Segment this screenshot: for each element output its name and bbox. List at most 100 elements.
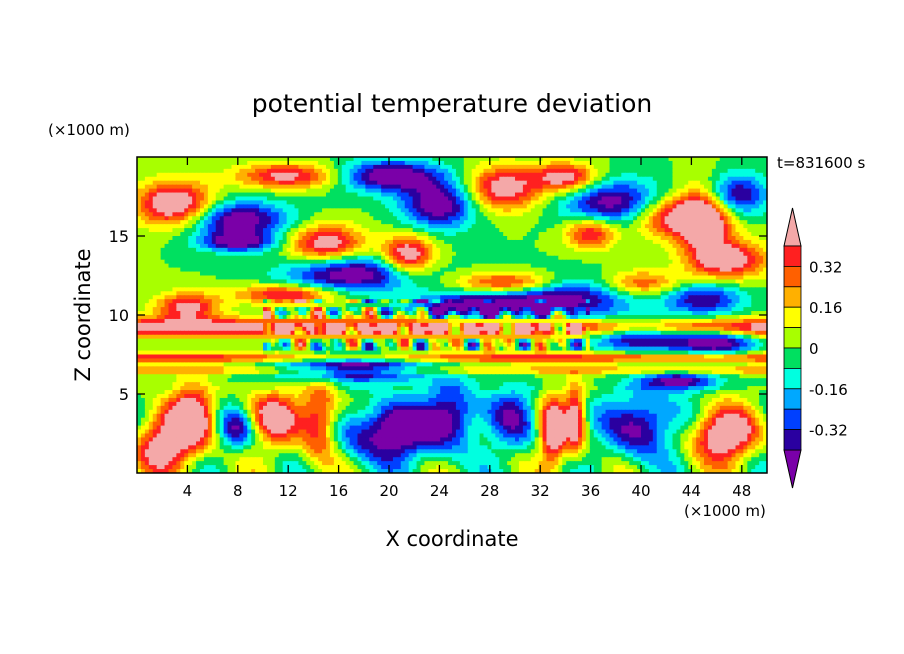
field-cell [704,232,709,237]
field-cell [668,180,674,186]
field-cell [530,236,536,241]
field-cell [310,239,315,245]
field-cell [266,267,272,273]
field-cell [743,243,748,249]
field-cell [440,176,445,182]
field-cell [475,232,481,237]
field-cell [184,232,189,237]
field-cell [172,239,177,245]
field-cell [692,255,697,261]
field-cell [719,228,725,233]
field-cell [471,188,477,194]
field-cell [227,239,233,245]
field-cell [452,168,457,174]
field-cell [377,192,382,198]
field-cell [416,164,422,170]
field-cell [601,247,607,253]
field-cell [172,220,177,225]
field-cell [168,220,174,225]
field-cell [176,232,181,237]
field-cell [633,160,638,166]
field-cell [641,259,646,265]
field-cell [719,224,725,229]
field-cell [416,180,422,186]
field-cell [601,204,607,209]
field-cell [676,228,681,233]
field-cell [562,228,567,233]
field-cell [164,212,170,217]
field-cell [558,228,563,233]
field-cell [381,157,386,162]
field-cell [357,188,363,194]
field-cell [739,164,744,170]
field-cell [203,168,209,174]
field-cell [404,236,410,241]
field-cell [704,180,709,186]
field-cell [270,220,276,225]
field-cell [558,180,563,186]
field-cell [550,275,555,281]
field-cell [156,243,162,249]
field-cell [345,243,351,249]
field-cell [542,247,548,253]
field-cell [538,212,544,217]
field-cell [326,216,331,221]
field-cell [617,232,622,237]
field-cell [487,192,492,198]
field-cell [660,263,666,269]
field-cell [211,192,217,198]
field-cell [550,160,555,166]
field-cell [278,180,284,186]
field-cell [424,160,429,166]
field-cell [467,208,473,213]
field-cell [396,228,402,233]
field-cell [424,168,429,174]
field-cell [707,271,713,277]
field-cell [196,188,201,194]
field-cell [282,212,288,217]
field-cell [223,259,229,265]
field-cell [243,271,248,277]
field-cell [644,239,650,245]
field-cell [392,216,398,221]
field-cell [558,247,563,253]
field-cell [491,239,496,245]
field-cell [345,188,351,194]
field-cell [365,224,370,229]
field-cell [412,216,418,221]
field-cell [550,255,555,261]
field-cell [727,271,733,277]
field-cell [534,228,540,233]
field-cell [739,196,744,202]
field-cell [404,255,410,261]
field-cell [270,232,276,237]
field-cell [625,259,630,265]
field-cell [511,172,516,178]
field-cell [507,196,512,202]
field-cell [601,228,607,233]
field-cell [259,259,264,265]
field-cell [589,239,595,245]
field-cell [259,204,264,209]
field-cell [475,220,481,225]
field-cell [424,243,429,249]
field-cell [452,200,457,205]
field-cell [609,247,615,253]
field-cell [719,275,725,281]
field-cell [613,232,618,237]
field-cell [585,271,591,277]
field-cell [581,200,587,205]
field-cell [585,160,591,166]
field-cell [637,271,642,277]
field-cell [723,212,729,217]
field-cell [278,157,284,162]
field-cell [211,247,217,253]
field-cell [656,255,662,261]
field-cell [333,271,339,277]
field-cell [700,168,705,174]
field-cell [148,279,154,284]
field-cell [625,200,630,205]
field-cell [656,216,662,221]
field-cell [259,239,264,245]
field-cell [605,236,611,241]
